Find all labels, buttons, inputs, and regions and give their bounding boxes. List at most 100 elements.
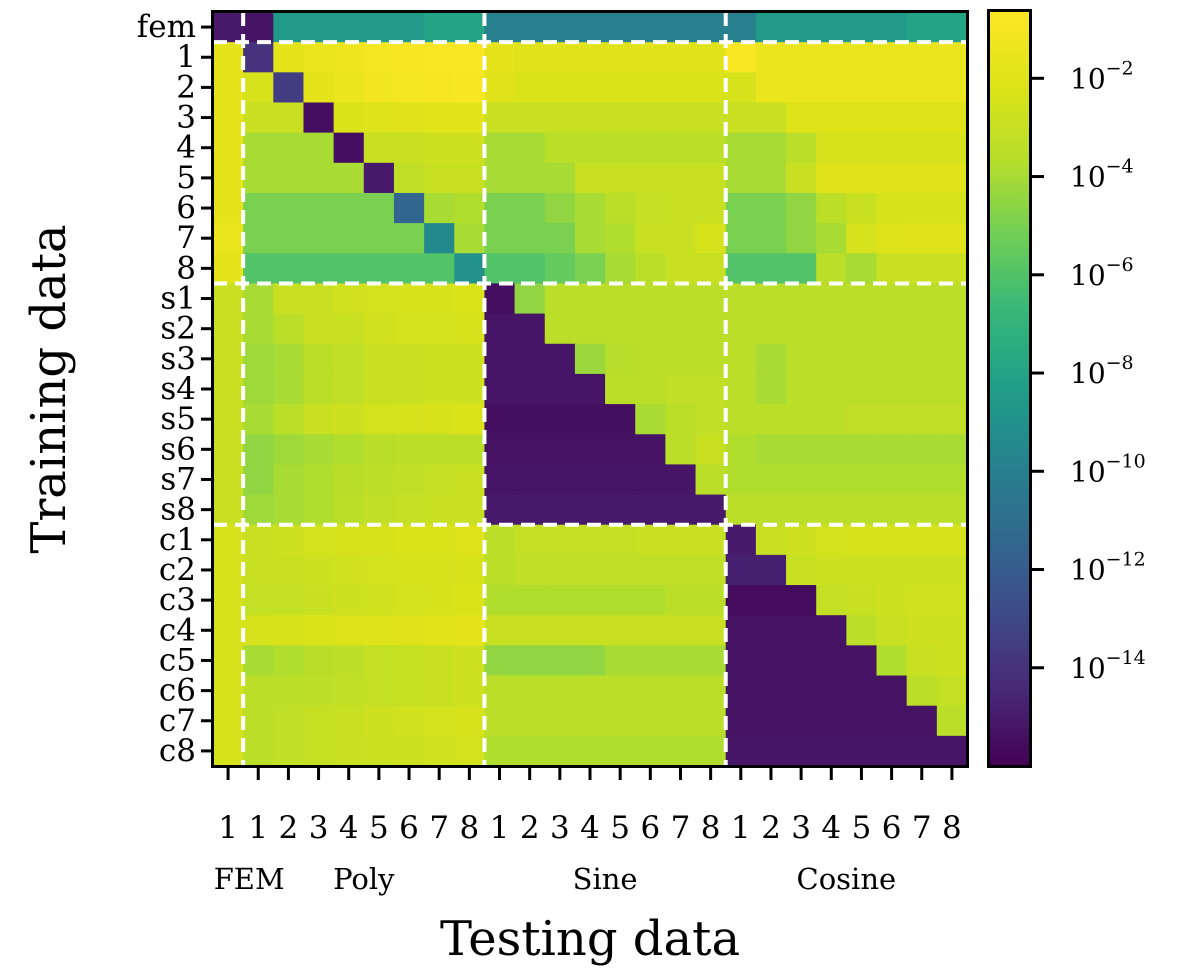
heatmap-cell bbox=[635, 132, 666, 164]
heatmap-cell bbox=[213, 192, 244, 224]
heatmap-cell bbox=[333, 72, 365, 104]
heatmap-cell bbox=[514, 283, 546, 315]
heatmap-cell bbox=[303, 253, 335, 285]
heatmap-cell bbox=[876, 162, 908, 194]
heatmap-cell bbox=[635, 343, 666, 375]
heatmap-cell bbox=[544, 283, 576, 315]
heatmap-cell bbox=[424, 283, 455, 315]
heatmap-cell bbox=[574, 192, 606, 224]
heatmap-cell bbox=[273, 343, 305, 375]
heatmap-cell bbox=[243, 283, 274, 315]
heatmap-cell bbox=[273, 12, 305, 43]
heatmap-cell bbox=[393, 12, 425, 43]
heatmap-cell bbox=[273, 102, 305, 134]
heatmap-cell bbox=[454, 615, 486, 646]
x-group-label: Poly bbox=[333, 862, 395, 896]
heatmap-cell bbox=[213, 42, 244, 73]
heatmap-cell bbox=[846, 705, 878, 737]
heatmap-cell bbox=[605, 524, 636, 556]
heatmap-cell bbox=[454, 434, 486, 465]
heatmap-cell bbox=[243, 313, 274, 345]
heatmap-cell bbox=[786, 223, 817, 254]
heatmap-cell bbox=[695, 615, 727, 646]
heatmap-cell bbox=[514, 343, 546, 375]
heatmap-cell bbox=[544, 313, 576, 345]
heatmap-cell bbox=[846, 12, 878, 43]
heatmap-cell bbox=[816, 12, 847, 43]
heatmap-cell bbox=[695, 313, 727, 345]
heatmap-cell bbox=[213, 343, 244, 375]
heatmap-cell bbox=[303, 705, 335, 737]
heatmap-cell bbox=[786, 283, 817, 315]
heatmap-cell bbox=[605, 404, 636, 435]
x-tick-label: 3 bbox=[791, 810, 811, 846]
heatmap-cell bbox=[243, 464, 274, 496]
heatmap-cell bbox=[243, 162, 274, 194]
heatmap-cell bbox=[876, 494, 908, 526]
heatmap-cell bbox=[725, 253, 757, 285]
y-tick-label: 2 bbox=[176, 69, 196, 105]
heatmap-cell bbox=[755, 434, 787, 465]
heatmap-cell bbox=[665, 102, 697, 134]
heatmap-cell bbox=[936, 554, 968, 586]
heatmap-cell bbox=[876, 132, 908, 164]
heatmap-cell bbox=[574, 313, 606, 345]
heatmap-cell bbox=[695, 675, 727, 707]
heatmap-cell bbox=[816, 464, 847, 496]
heatmap-cell bbox=[816, 72, 847, 104]
heatmap-cell bbox=[816, 434, 847, 465]
x-tick-label: 8 bbox=[942, 810, 962, 846]
heatmap-cell bbox=[303, 494, 335, 526]
heatmap-cell bbox=[424, 585, 455, 616]
heatmap-cell bbox=[424, 223, 455, 254]
heatmap-cell bbox=[695, 494, 727, 526]
heatmap-cell bbox=[605, 464, 636, 496]
x-tick-label: 8 bbox=[459, 810, 479, 846]
heatmap-cell bbox=[665, 192, 697, 224]
heatmap-cell bbox=[906, 72, 938, 104]
heatmap-cell bbox=[484, 72, 516, 104]
heatmap-cell bbox=[906, 524, 938, 556]
heatmap-cell bbox=[906, 42, 938, 73]
heatmap-cell bbox=[936, 705, 968, 737]
heatmap-cell bbox=[725, 705, 757, 737]
heatmap-cell bbox=[635, 223, 666, 254]
heatmap-cell bbox=[635, 494, 666, 526]
heatmap-cell bbox=[816, 373, 847, 405]
x-tick-label: 6 bbox=[640, 810, 660, 846]
heatmap-cell bbox=[363, 223, 395, 254]
heatmap-cell bbox=[755, 585, 787, 616]
heatmap-cell bbox=[846, 554, 878, 586]
y-tick-label: c8 bbox=[159, 733, 196, 769]
heatmap-cell bbox=[243, 102, 274, 134]
heatmap-cell bbox=[544, 554, 576, 586]
heatmap-cell bbox=[755, 343, 787, 375]
heatmap-cell bbox=[363, 404, 395, 435]
heatmap-cell bbox=[333, 162, 365, 194]
heatmap-cell bbox=[605, 675, 636, 707]
heatmap-cell bbox=[755, 42, 787, 73]
heatmap-cell bbox=[665, 313, 697, 345]
heatmap-cell bbox=[755, 735, 787, 767]
heatmap-cell bbox=[363, 102, 395, 134]
heatmap-cell bbox=[665, 12, 697, 43]
heatmap-cell bbox=[725, 524, 757, 556]
heatmap-cell bbox=[454, 735, 486, 767]
y-tick-label: c4 bbox=[159, 612, 196, 648]
heatmap-cell bbox=[665, 72, 697, 104]
heatmap-cell bbox=[273, 42, 305, 73]
heatmap-cell bbox=[213, 72, 244, 104]
heatmap-cell bbox=[544, 494, 576, 526]
heatmap-cell bbox=[936, 12, 968, 43]
heatmap-cell bbox=[333, 524, 365, 556]
heatmap-cell bbox=[755, 162, 787, 194]
heatmap-cell bbox=[816, 102, 847, 134]
heatmap-cell bbox=[906, 102, 938, 134]
y-tick-label: s2 bbox=[160, 311, 196, 347]
heatmap-cell bbox=[605, 253, 636, 285]
heatmap-cell bbox=[393, 705, 425, 737]
heatmap-cell bbox=[695, 283, 727, 315]
heatmap-cell bbox=[363, 72, 395, 104]
heatmap-cell bbox=[363, 434, 395, 465]
heatmap-cell bbox=[243, 675, 274, 707]
